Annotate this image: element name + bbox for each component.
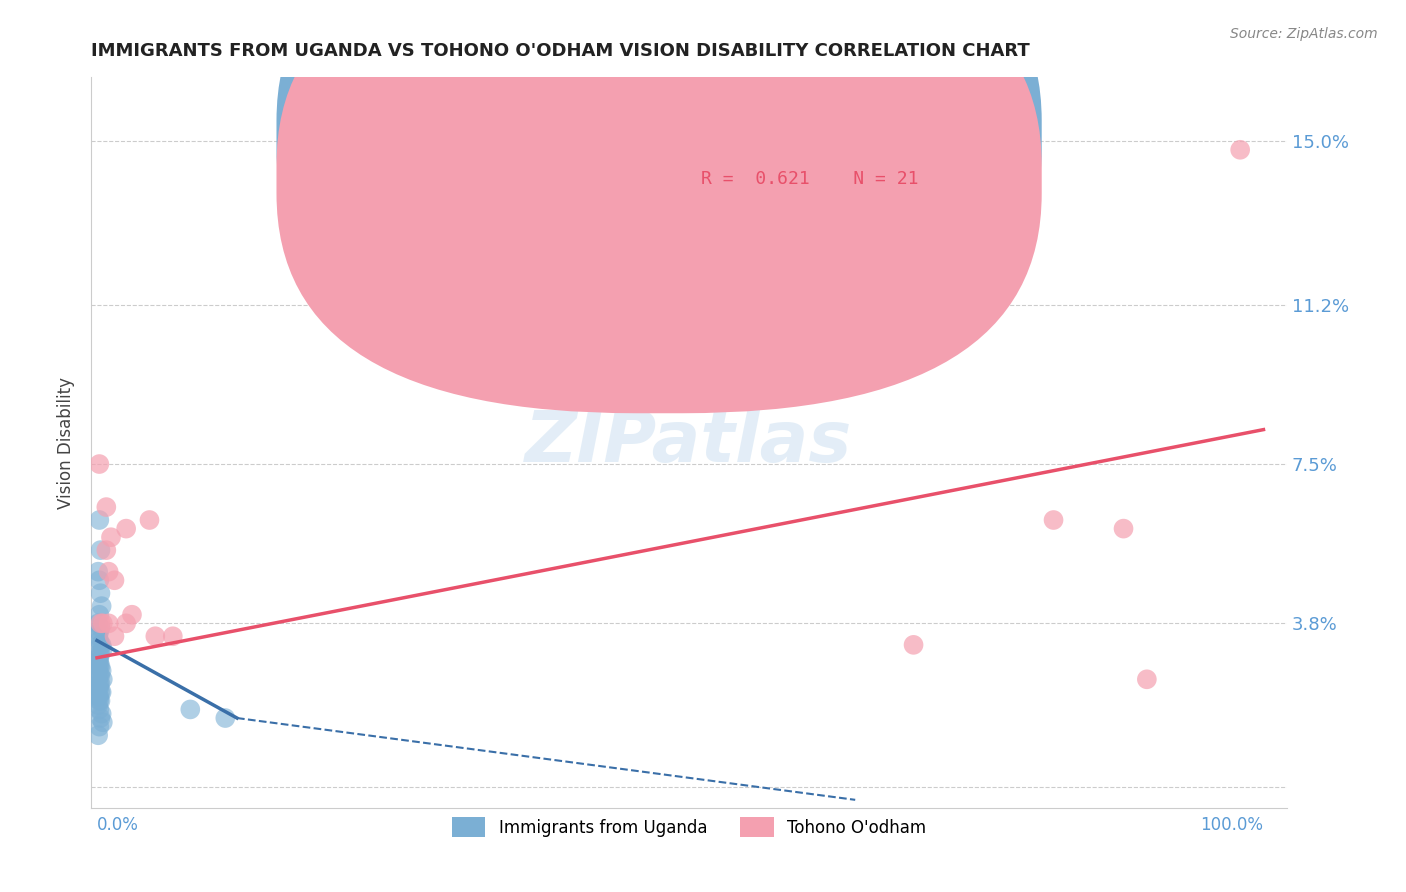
Point [89, 676, 111, 690]
Point [90, 685, 112, 699]
Point [89, 720, 111, 734]
Point [89, 647, 111, 661]
Text: ZIPatlas: ZIPatlas [526, 408, 852, 477]
Point [89, 638, 111, 652]
Point [87, 690, 110, 704]
Point [89, 574, 111, 588]
Point [87, 728, 110, 742]
Point [89, 681, 111, 695]
Point [89, 513, 111, 527]
Point [89, 694, 111, 708]
Point [87, 681, 110, 695]
Point [96, 543, 118, 558]
Point [89, 607, 111, 622]
Point [89, 694, 111, 708]
Point [91, 715, 114, 730]
Point [103, 574, 125, 588]
Point [100, 530, 122, 544]
Point [89, 624, 111, 639]
Point [89, 586, 111, 600]
Point [91, 673, 114, 687]
Point [89, 711, 111, 725]
Point [121, 607, 143, 622]
Text: R = -0.216    N = 48: R = -0.216 N = 48 [702, 126, 918, 145]
Point [87, 664, 110, 678]
Point [89, 676, 111, 690]
Point [1042, 513, 1064, 527]
Point [87, 655, 110, 669]
Point [89, 543, 111, 558]
FancyBboxPatch shape [277, 0, 1042, 369]
Point [89, 685, 111, 699]
Text: 0.0%: 0.0% [97, 816, 139, 834]
Point [1136, 673, 1159, 687]
Point [91, 616, 114, 631]
Point [90, 638, 112, 652]
Point [89, 702, 111, 716]
Point [87, 616, 110, 631]
Legend: Immigrants from Uganda, Tohono O'odham: Immigrants from Uganda, Tohono O'odham [446, 810, 932, 844]
Point [87, 698, 110, 712]
Point [89, 690, 111, 704]
Text: R =  0.621    N = 21: R = 0.621 N = 21 [702, 170, 918, 188]
Point [90, 599, 112, 613]
Point [90, 706, 112, 721]
Point [87, 629, 110, 643]
FancyBboxPatch shape [612, 113, 994, 230]
Point [89, 659, 111, 673]
Point [179, 702, 201, 716]
Point [214, 711, 236, 725]
Point [89, 457, 111, 471]
Point [87, 565, 110, 579]
Point [87, 650, 110, 665]
Point [97, 616, 120, 631]
Point [89, 616, 111, 631]
Text: IMMIGRANTS FROM UGANDA VS TOHONO O'ODHAM VISION DISABILITY CORRELATION CHART: IMMIGRANTS FROM UGANDA VS TOHONO O'ODHAM… [91, 42, 1031, 60]
Point [143, 629, 166, 643]
Point [90, 664, 112, 678]
Point [91, 642, 114, 657]
FancyBboxPatch shape [277, 0, 1042, 413]
Point [89, 668, 111, 682]
Point [115, 616, 138, 631]
Y-axis label: Vision Disability: Vision Disability [58, 376, 75, 508]
Point [903, 638, 925, 652]
Text: 100.0%: 100.0% [1201, 816, 1264, 834]
Point [89, 650, 111, 665]
Point [1229, 143, 1251, 157]
Point [89, 621, 111, 635]
Point [96, 500, 118, 514]
Point [97, 565, 120, 579]
Point [162, 629, 184, 643]
Point [103, 629, 125, 643]
Point [89, 633, 111, 648]
Point [87, 673, 110, 687]
Point [89, 655, 111, 669]
Point [89, 647, 111, 661]
Text: Source: ZipAtlas.com: Source: ZipAtlas.com [1230, 27, 1378, 41]
Point [138, 513, 160, 527]
Point [1112, 522, 1135, 536]
Point [89, 659, 111, 673]
Point [89, 668, 111, 682]
Point [115, 522, 138, 536]
